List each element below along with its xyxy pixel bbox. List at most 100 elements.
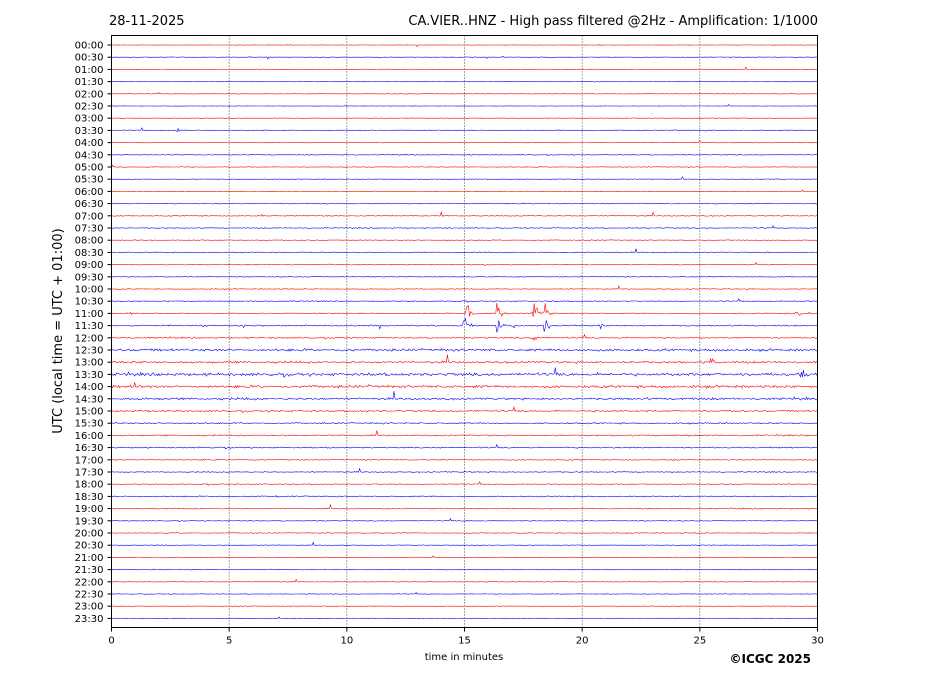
trace-row-0400 [111,139,818,144]
y-tick-label-0100: 01:00 [75,65,104,76]
y-tick-label-1530: 15:30 [75,419,104,430]
trace-row-0730 [111,225,818,230]
trace-row-2130 [111,568,818,571]
y-tick-label-2230: 22:30 [75,590,104,601]
y-tick-label-0530: 05:30 [75,175,104,186]
trace-row-0500 [111,164,818,168]
trace-row-0930 [111,275,818,278]
plot-frame [111,35,818,628]
y-tick-label-0000: 00:00 [75,41,104,52]
y-tick-label-1700: 17:00 [75,455,104,466]
y-tick-label-1030: 10:30 [75,297,104,308]
y-tick-label-0700: 07:00 [75,211,104,222]
trace-row-1600 [111,430,818,437]
trace-row-1830 [111,495,818,498]
x-axis-label: time in minutes [425,652,504,663]
grid [228,35,701,628]
trace-row-1900 [111,503,818,510]
trace-row-2000 [111,532,818,534]
trace-row-0230 [111,103,818,107]
x-tick-label-25: 25 [693,636,706,647]
y-tick-label-0600: 06:00 [75,187,104,198]
trace-row-2330 [111,616,818,620]
y-tick-label-1600: 16:00 [75,431,104,442]
trace-row-0900 [111,261,818,266]
trace-row-1030 [111,298,818,303]
trace-row-1930 [111,518,818,523]
trace-row-0000 [111,44,818,48]
trace-row-0830 [111,248,818,254]
y-tick-label-2130: 21:30 [75,565,104,576]
trace-row-0630 [111,202,818,205]
y-tick-label-1100: 11:00 [75,309,104,320]
trace-row-0200 [111,92,818,95]
trace-row-0430 [111,153,818,156]
trace-row-2200 [111,578,818,583]
seismic-traces [111,44,818,620]
trace-row-1430 [111,391,818,401]
y-tick-label-0730: 07:30 [75,224,104,235]
trace-row-0300 [111,117,818,120]
y-tick-label-0930: 09:30 [75,272,104,283]
y-tick-label-0830: 08:30 [75,248,104,259]
y-tick-label-1730: 17:30 [75,468,104,479]
y-tick-label-1400: 14:00 [75,382,104,393]
y-tick-label-2000: 20:00 [75,529,104,540]
trace-row-1000 [111,285,818,290]
y-tick-label-0130: 01:30 [75,77,104,88]
y-tick-label-0500: 05:00 [75,163,104,174]
x-tick-label-15: 15 [458,636,471,647]
trace-row-1230 [111,347,818,353]
y-tick-label-1430: 14:30 [75,394,104,405]
x-axis-ticks: 0 5 10 15 20 25 30 [108,627,824,647]
y-tick-label-0400: 04:00 [75,138,104,149]
y-tick-label-0200: 02:00 [75,89,104,100]
y-tick-label-1330: 13:30 [75,370,104,381]
y-tick-label-0900: 09:00 [75,260,104,271]
trace-row-0800 [111,239,818,242]
trace-row-1730 [111,467,818,473]
y-tick-label-2200: 22:00 [75,577,104,588]
y-tick-label-1930: 19:30 [75,516,104,527]
trace-row-1200 [111,333,818,341]
x-tick-label-5: 5 [226,636,232,647]
y-tick-label-1500: 15:00 [75,407,104,418]
trace-row-2100 [111,555,818,559]
trace-row-0600 [111,189,818,193]
x-tick-label-30: 30 [811,636,824,647]
trace-row-0100 [111,66,818,71]
y-tick-label-0330: 03:30 [75,126,104,137]
y-tick-label-0300: 03:00 [75,114,104,125]
trace-row-1130 [111,317,818,333]
y-tick-label-2030: 20:30 [75,541,104,552]
copyright-label: ©ICGC 2025 [729,652,811,666]
x-tick-label-20: 20 [576,636,589,647]
trace-row-0530 [111,176,818,180]
y-tick-label-2300: 23:00 [75,602,104,613]
trace-row-0130 [111,80,818,83]
y-tick-label-0230: 02:30 [75,102,104,113]
trace-row-1700 [111,458,818,461]
trace-row-1330 [111,367,818,378]
trace-row-2030 [111,541,818,547]
y-tick-label-0030: 00:30 [75,53,104,64]
trace-row-1630 [111,443,818,450]
trace-row-1500 [111,405,818,414]
trace-row-0700 [111,210,818,217]
y-axis-label: UTC (local time = UTC + 01:00) [51,228,66,433]
y-tick-label-1830: 18:30 [75,492,104,503]
trace-row-1400 [111,382,818,390]
chart-title: CA.VIER..HNZ - High pass filtered @2Hz -… [408,14,818,29]
y-tick-label-1130: 11:30 [75,321,104,332]
y-tick-label-1000: 10:00 [75,285,104,296]
x-tick-label-10: 10 [340,636,353,647]
y-tick-label-1630: 16:30 [75,443,104,454]
trace-row-0330 [111,127,818,133]
y-tick-label-0430: 04:30 [75,150,104,161]
y-tick-label-1800: 18:00 [75,480,104,491]
x-tick-label-0: 0 [108,636,114,647]
trace-row-2300 [111,605,818,607]
y-tick-label-0800: 08:00 [75,236,104,247]
